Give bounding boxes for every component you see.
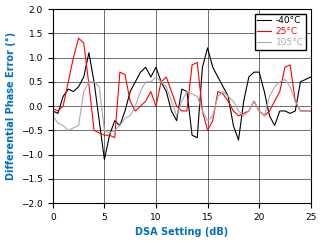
Y-axis label: Differential Phase Error (°): Differential Phase Error (°) bbox=[5, 32, 16, 180]
-40°C bbox=[113, 119, 117, 122]
25°C bbox=[247, 110, 251, 113]
105°C bbox=[304, 110, 308, 113]
25°C bbox=[144, 100, 147, 103]
Line: -40°C: -40°C bbox=[53, 48, 311, 159]
25°C bbox=[232, 110, 235, 113]
-40°C bbox=[309, 76, 313, 78]
25°C bbox=[309, 110, 313, 113]
Legend: -40°C, 25°C, 105°C: -40°C, 25°C, 105°C bbox=[255, 14, 306, 50]
25°C bbox=[118, 71, 122, 74]
105°C bbox=[133, 105, 137, 108]
105°C bbox=[309, 110, 313, 113]
105°C bbox=[108, 131, 111, 134]
-40°C bbox=[304, 78, 308, 81]
25°C bbox=[77, 37, 80, 40]
25°C bbox=[138, 105, 142, 108]
105°C bbox=[113, 129, 117, 132]
105°C bbox=[154, 76, 158, 78]
Line: 25°C: 25°C bbox=[53, 38, 311, 138]
25°C bbox=[51, 107, 55, 110]
105°C bbox=[51, 114, 55, 117]
Line: 105°C: 105°C bbox=[53, 77, 311, 133]
-40°C bbox=[102, 158, 106, 161]
25°C bbox=[113, 136, 117, 139]
-40°C bbox=[247, 76, 251, 78]
-40°C bbox=[133, 80, 137, 83]
-40°C bbox=[206, 46, 210, 49]
105°C bbox=[247, 110, 251, 113]
X-axis label: DSA Setting (dB): DSA Setting (dB) bbox=[135, 227, 228, 237]
25°C bbox=[304, 110, 308, 113]
105°C bbox=[138, 90, 142, 93]
-40°C bbox=[51, 110, 55, 113]
105°C bbox=[232, 100, 235, 103]
-40°C bbox=[232, 124, 235, 127]
-40°C bbox=[138, 71, 142, 74]
